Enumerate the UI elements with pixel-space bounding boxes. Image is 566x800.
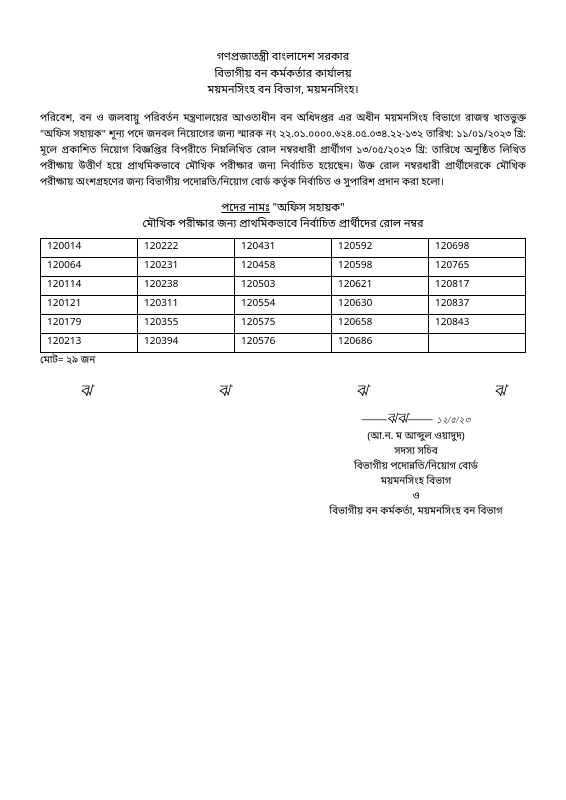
- table-cell: 120837: [429, 295, 526, 314]
- signatory-title: সদস্য সচিব: [306, 445, 526, 460]
- table-row: 120014120222120431120592120698: [41, 238, 526, 257]
- table-row: 120114120238120503120621120817: [41, 276, 526, 295]
- table-cell: 120458: [235, 257, 332, 276]
- table-cell: 120114: [41, 276, 138, 295]
- table-cell: 120014: [41, 238, 138, 257]
- total-count: মোট= ২৯ জন: [40, 355, 526, 368]
- signatory-line4: বিভাগীয় বন কর্মকর্তা, ময়মনসিংহ বন বিভা…: [306, 505, 526, 520]
- table-cell: 120765: [429, 257, 526, 276]
- table-cell: [429, 333, 526, 352]
- header-line-3: ময়মনসিংহ বন বিভাগ, ময়মনসিংহ।: [40, 83, 526, 100]
- table-cell: 120598: [332, 257, 429, 276]
- table-cell: 120311: [138, 295, 235, 314]
- signatory-line3: ও: [306, 490, 526, 505]
- table-row: 120064120231120458120598120765: [41, 257, 526, 276]
- signature-block: ——ঝঝ—— ১২/৫/২৩ (আ.ন. ম আব্দুল ওয়াদুদ) স…: [306, 409, 526, 520]
- table-cell: 120554: [235, 295, 332, 314]
- signature-scribble: ——ঝঝ—— ১২/৫/২৩: [306, 409, 526, 430]
- table-cell: 120213: [41, 333, 138, 352]
- table-cell: 120064: [41, 257, 138, 276]
- table-cell: 120503: [235, 276, 332, 295]
- table-cell: 120817: [429, 276, 526, 295]
- initial-4: ঝ: [494, 378, 506, 405]
- table-cell: 120394: [138, 333, 235, 352]
- table-cell: 120431: [235, 238, 332, 257]
- initial-3: ঝ: [356, 378, 368, 405]
- table-cell: 120355: [138, 314, 235, 333]
- table-cell: 120843: [429, 314, 526, 333]
- post-label: পদের নামঃ: [221, 202, 269, 216]
- table-cell: 120238: [138, 276, 235, 295]
- table-cell: 120630: [332, 295, 429, 314]
- table-row: 120213120394120576120686: [41, 333, 526, 352]
- notice-body: পরিবেশ, বন ও জলবায়ু পরিবর্তন মন্ত্রণালয…: [40, 112, 526, 192]
- signatory-line2: ময়মনসিংহ বিভাগ: [306, 475, 526, 490]
- sub-title: মৌখিক পরীক্ষার জন্য প্রাথমিকভাবে নির্বাচ…: [40, 218, 526, 232]
- table-cell: 120698: [429, 238, 526, 257]
- post-name: "অফিস সহায়ক": [273, 202, 345, 216]
- table-cell: 120222: [138, 238, 235, 257]
- table-row: 120179120355120575120658120843: [41, 314, 526, 333]
- signatory-line1: বিভাগীয় পদোন্নতি/নিয়োগ বোর্ড: [306, 460, 526, 475]
- roll-table: 1200141202221204311205921206981200641202…: [40, 238, 526, 353]
- table-cell: 120575: [235, 314, 332, 333]
- table-row: 120121120311120554120630120837: [41, 295, 526, 314]
- table-cell: 120592: [332, 238, 429, 257]
- letterhead: গণপ্রজাতন্ত্রী বাংলাদেশ সরকার বিভাগীয় ব…: [40, 50, 526, 100]
- table-cell: 120621: [332, 276, 429, 295]
- header-line-1: গণপ্রজাতন্ত্রী বাংলাদেশ সরকার: [40, 50, 526, 67]
- initial-2: ঝ: [218, 378, 230, 405]
- table-cell: 120179: [41, 314, 138, 333]
- initials-row: ঝ ঝ ঝ ঝ: [40, 378, 526, 405]
- table-cell: 120686: [332, 333, 429, 352]
- signatory-name: (আ.ন. ম আব্দুল ওয়াদুদ): [306, 430, 526, 445]
- header-line-2: বিভাগীয় বন কর্মকর্তার কার্যালয়: [40, 67, 526, 84]
- table-cell: 120231: [138, 257, 235, 276]
- page: গণপ্রজাতন্ত্রী বাংলাদেশ সরকার বিভাগীয় ব…: [0, 0, 566, 425]
- initial-1: ঝ: [80, 378, 92, 405]
- table-cell: 120658: [332, 314, 429, 333]
- table-cell: 120576: [235, 333, 332, 352]
- post-title: পদের নামঃ "অফিস সহায়ক": [40, 202, 526, 216]
- table-cell: 120121: [41, 295, 138, 314]
